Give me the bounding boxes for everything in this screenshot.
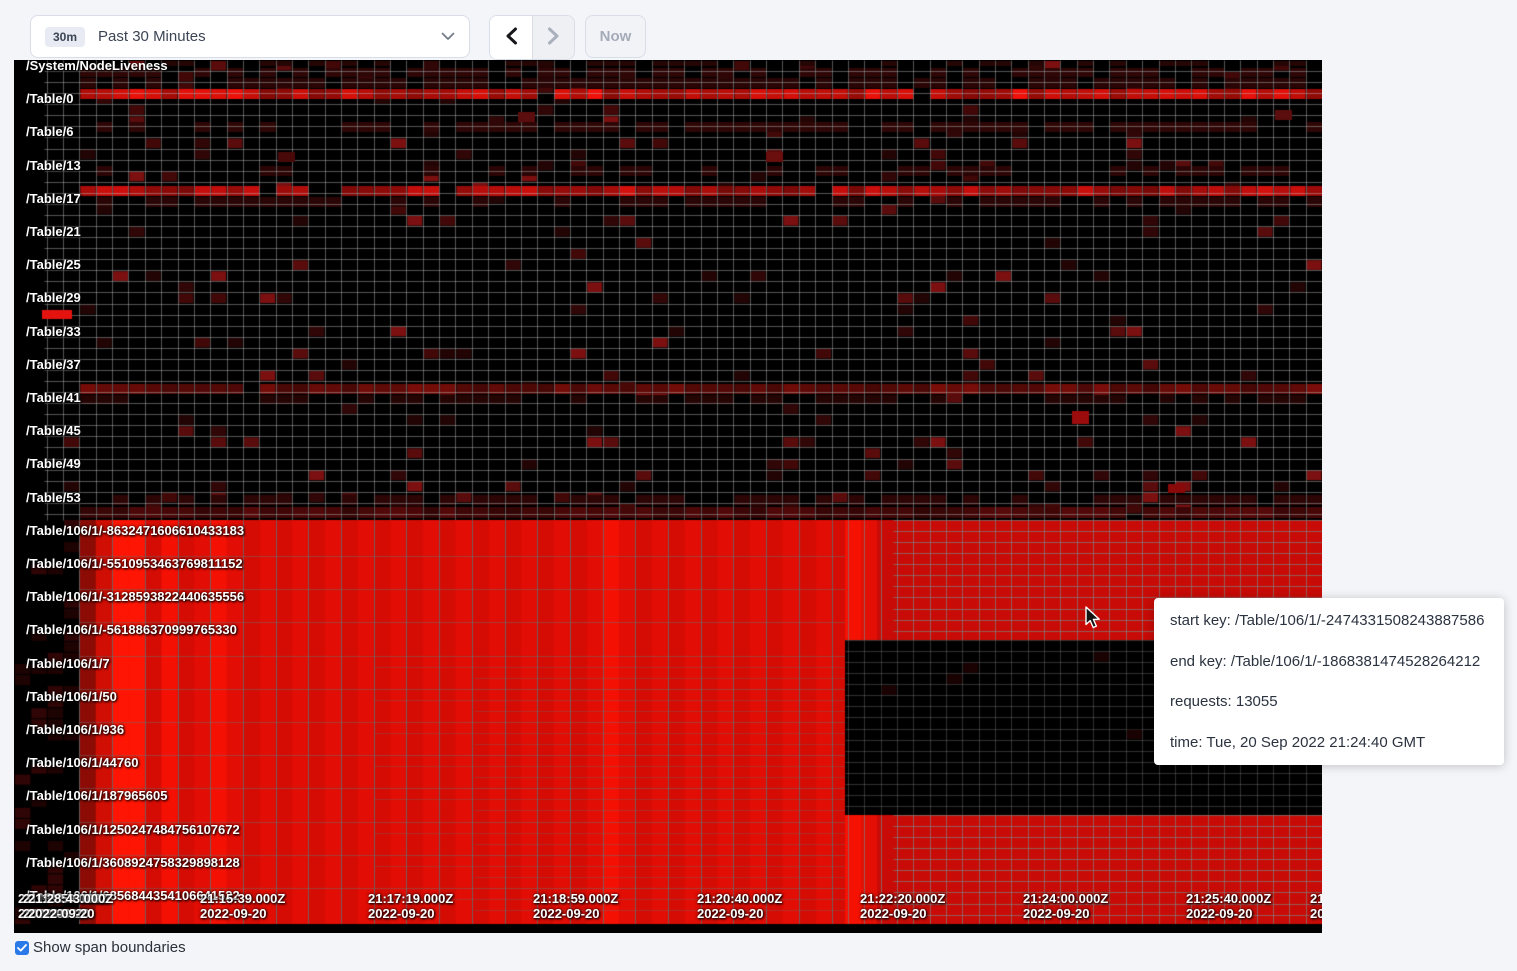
key-visualizer-chart[interactable]: /System/NodeLiveness/Table/0/Table/6/Tab… bbox=[14, 60, 1322, 933]
span-tooltip: start key: /Table/106/1/-247433150824388… bbox=[1154, 598, 1504, 765]
show-span-boundaries-control[interactable]: Show span boundaries bbox=[15, 939, 186, 956]
show-span-boundaries-checkbox[interactable] bbox=[15, 940, 29, 955]
chevron-left-icon bbox=[505, 27, 518, 48]
tooltip-requests: requests: 13055 bbox=[1170, 693, 1278, 711]
time-range-badge: 30m bbox=[45, 26, 86, 47]
now-button[interactable]: Now bbox=[585, 15, 646, 58]
heatmap-canvas[interactable] bbox=[14, 60, 1322, 933]
toolbar: 30m Past 30 Minutes Now bbox=[0, 0, 1517, 60]
chevron-down-icon bbox=[441, 32, 455, 41]
show-span-boundaries-label: Show span boundaries bbox=[33, 939, 186, 956]
time-range-label: Past 30 Minutes bbox=[98, 28, 206, 45]
next-time-button[interactable] bbox=[532, 16, 574, 59]
prev-time-button[interactable] bbox=[490, 16, 532, 59]
time-nav-group bbox=[489, 15, 575, 60]
time-range-select[interactable]: 30m Past 30 Minutes bbox=[30, 15, 470, 58]
tooltip-start-key: start key: /Table/106/1/-247433150824388… bbox=[1170, 612, 1485, 629]
chevron-right-icon bbox=[547, 27, 560, 48]
tooltip-time: time: Tue, 20 Sep 2022 21:24:40 GMT bbox=[1170, 733, 1426, 751]
tooltip-end-key: end key: /Table/106/1/-18683814745282642… bbox=[1170, 652, 1481, 670]
